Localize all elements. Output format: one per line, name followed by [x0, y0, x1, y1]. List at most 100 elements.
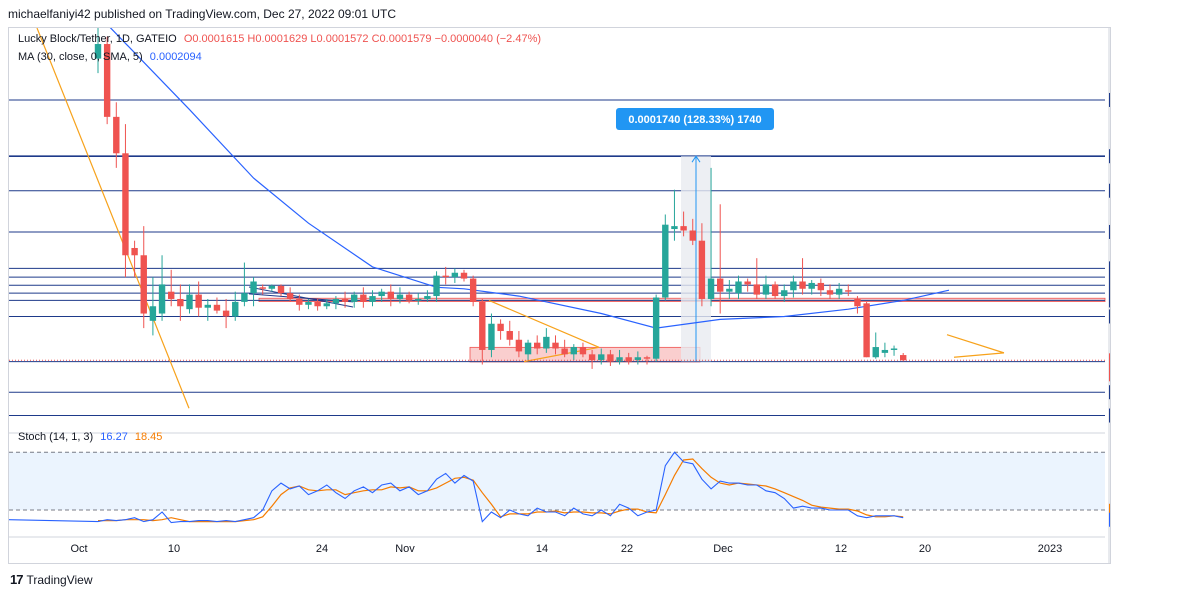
candle[interactable] — [241, 262, 248, 307]
candle[interactable] — [232, 291, 239, 321]
candle[interactable] — [131, 240, 138, 278]
candle[interactable] — [305, 298, 312, 310]
candle[interactable] — [286, 287, 294, 302]
candle[interactable] — [506, 320, 513, 346]
candle[interactable] — [753, 258, 760, 299]
candle[interactable] — [726, 280, 733, 299]
candle[interactable] — [534, 335, 541, 355]
candle[interactable] — [771, 281, 779, 299]
candle[interactable] — [149, 277, 157, 336]
candle[interactable] — [351, 291, 358, 308]
candle[interactable] — [433, 271, 440, 302]
candle[interactable] — [405, 291, 413, 304]
level-price-box — [1109, 92, 1110, 107]
candle[interactable] — [607, 349, 614, 366]
candle[interactable] — [570, 344, 577, 361]
candle[interactable] — [488, 313, 495, 358]
candle[interactable] — [698, 223, 706, 307]
candle-body — [451, 272, 459, 278]
candle[interactable] — [634, 351, 642, 365]
candle[interactable] — [616, 349, 623, 365]
candle[interactable] — [689, 218, 696, 246]
chart-canvas[interactable]: USDT0.00035000.00033660.00029800.0002743… — [9, 28, 1110, 563]
candle[interactable] — [707, 167, 715, 307]
stoch-k-line — [97, 451, 904, 524]
candle[interactable] — [323, 298, 330, 310]
candle[interactable] — [835, 282, 843, 299]
candle[interactable] — [515, 331, 523, 358]
candle[interactable] — [643, 355, 651, 365]
candle[interactable] — [396, 287, 404, 304]
candle[interactable] — [103, 36, 111, 125]
candle[interactable] — [744, 278, 751, 292]
candle[interactable] — [369, 290, 376, 307]
candle[interactable] — [268, 284, 276, 292]
candle[interactable] — [424, 290, 431, 302]
candle[interactable] — [122, 124, 129, 278]
candle[interactable] — [451, 268, 459, 283]
candle[interactable] — [543, 328, 550, 353]
candle[interactable] — [94, 28, 102, 74]
candle[interactable] — [762, 275, 770, 299]
candle[interactable] — [625, 352, 632, 365]
candle[interactable] — [378, 288, 385, 302]
stoch-legend[interactable]: Stoch (14, 1, 3) 16.27 18.45 — [18, 431, 166, 443]
candle[interactable] — [186, 284, 193, 314]
candle[interactable] — [808, 280, 815, 295]
candle[interactable] — [863, 301, 870, 358]
candle[interactable] — [781, 284, 788, 302]
candle[interactable] — [497, 319, 504, 340]
candle[interactable] — [140, 226, 147, 329]
candle[interactable] — [213, 297, 221, 314]
candle[interactable] — [250, 277, 257, 307]
candle[interactable] — [168, 269, 175, 307]
candle-body — [378, 291, 385, 297]
candle[interactable] — [296, 294, 303, 311]
candle[interactable] — [854, 296, 861, 314]
candle[interactable] — [479, 298, 486, 365]
candle-body — [515, 339, 523, 352]
candle[interactable] — [790, 275, 797, 298]
candle-body — [296, 298, 303, 305]
candle[interactable] — [579, 342, 587, 358]
candle[interactable] — [890, 345, 898, 356]
symbol-legend[interactable]: Lucky Block/Tether, 1D, GATEIO O0.000161… — [18, 33, 545, 45]
candle[interactable] — [113, 102, 120, 168]
candle[interactable] — [845, 284, 852, 297]
candle[interactable] — [460, 269, 468, 282]
candle[interactable] — [277, 284, 285, 297]
candle-body — [424, 296, 431, 299]
candle[interactable] — [195, 281, 202, 317]
candle[interactable] — [826, 284, 834, 299]
candle[interactable] — [341, 291, 349, 308]
candle[interactable] — [717, 204, 724, 314]
candle[interactable] — [588, 349, 596, 369]
candle[interactable] — [652, 294, 660, 362]
candle[interactable] — [524, 339, 532, 361]
candle[interactable] — [799, 258, 806, 295]
chart-frame[interactable]: USDT0.00035000.00033660.00029800.0002743… — [8, 27, 1111, 564]
candle[interactable] — [158, 255, 166, 321]
ma-legend[interactable]: MA (30, close, 0, SMA, 5) 0.0002094 — [18, 51, 206, 63]
candle[interactable] — [360, 287, 367, 308]
candle[interactable] — [222, 298, 230, 329]
candle[interactable] — [735, 275, 742, 299]
candle[interactable] — [177, 284, 184, 321]
candle[interactable] — [415, 293, 422, 305]
candle[interactable] — [671, 189, 678, 241]
candle[interactable] — [469, 275, 477, 307]
candle[interactable] — [314, 298, 321, 311]
candle[interactable] — [259, 284, 266, 295]
candle[interactable] — [332, 296, 340, 310]
candle[interactable] — [881, 342, 889, 358]
candle[interactable] — [442, 266, 449, 285]
candle[interactable] — [552, 335, 559, 355]
candle[interactable] — [387, 284, 394, 307]
candle[interactable] — [662, 214, 669, 301]
candle[interactable] — [561, 339, 568, 358]
candle[interactable] — [817, 278, 825, 297]
candle[interactable] — [680, 211, 687, 237]
candle[interactable] — [872, 332, 879, 359]
candle[interactable] — [204, 298, 211, 321]
candle[interactable] — [598, 348, 605, 365]
